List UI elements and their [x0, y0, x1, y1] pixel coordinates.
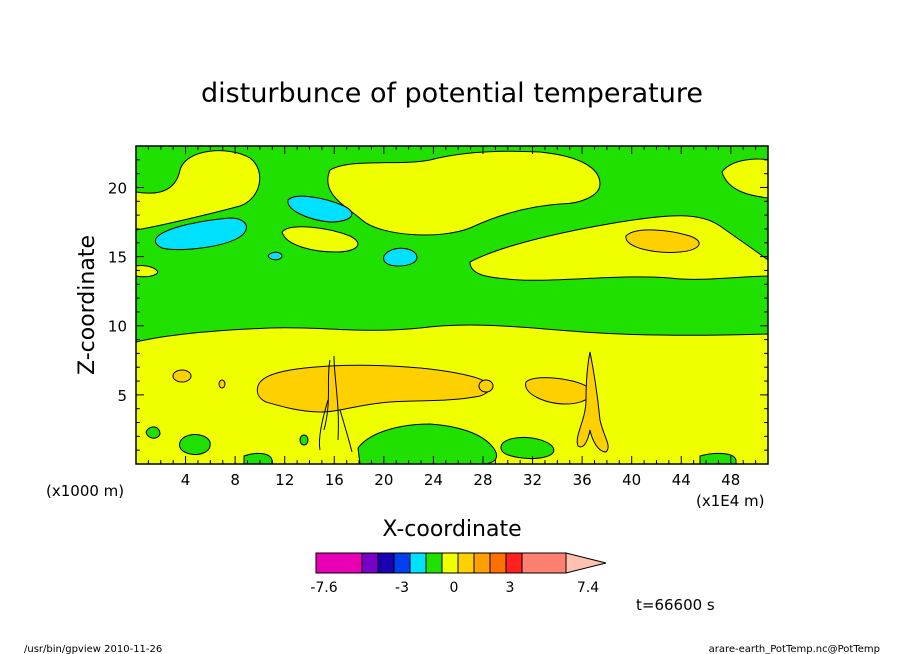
- contour-upper-right: [469, 215, 768, 281]
- colorbar-segment: [409, 552, 427, 574]
- contour-spot-1: [172, 369, 192, 383]
- x-tick-label: 40: [622, 471, 641, 489]
- y-tick-label: 10: [108, 318, 127, 336]
- contour-spot-4: [299, 434, 309, 446]
- colorbar-segment: [489, 552, 507, 574]
- contour-neg-4: [267, 251, 283, 261]
- contour-lower-orange: [256, 364, 491, 413]
- x-tick-label: 28: [473, 471, 492, 489]
- contour-neg-2: [287, 195, 353, 223]
- y-tick-labels: 5 10 15 20: [108, 179, 127, 404]
- colorbar-tick-label: -3: [395, 580, 409, 596]
- colorbar-segment: [377, 552, 395, 574]
- colorbar-segment: [521, 552, 567, 574]
- x-tick-label: 48: [721, 471, 740, 489]
- y-tick-label: 20: [108, 179, 127, 197]
- colorbar-end-arrow: [565, 552, 607, 574]
- plot-area: [135, 145, 769, 465]
- colorbar-segment: [393, 552, 411, 574]
- contour-lower-green-2: [179, 434, 211, 455]
- contour-plume-2: [576, 351, 609, 453]
- x-tick-label: 32: [523, 471, 542, 489]
- plot-frame: [135, 145, 769, 465]
- contour-small-left: [281, 226, 359, 253]
- colorbar-segment: [425, 552, 443, 574]
- contour-spot-3: [478, 379, 494, 393]
- x-tick-label: 20: [374, 471, 393, 489]
- contour-lower-green-1: [357, 423, 498, 464]
- x-tick-label: 16: [325, 471, 344, 489]
- colorbar-tick-label: 3: [506, 580, 515, 596]
- contour-neg-3: [383, 247, 418, 267]
- x-tick-label: 4: [181, 471, 191, 489]
- colorbar-tick-label: -7.6: [310, 580, 337, 596]
- contour-neg-1: [154, 217, 247, 251]
- colorbar-segment: [315, 552, 363, 574]
- footer-left: /usr/bin/gpview 2010-11-26: [24, 644, 162, 654]
- contour-upper-left: [136, 150, 261, 231]
- colorbar-labels: -7.6 -3 0 3 7.4: [310, 580, 599, 596]
- colorbar-tick-label: 0: [450, 580, 459, 596]
- contour-edge-left: [136, 265, 159, 278]
- colorbar-segment: [457, 552, 475, 574]
- y-tick-label: 5: [117, 387, 127, 405]
- x-tick-label: 24: [424, 471, 443, 489]
- contour-upper-mid: [327, 150, 601, 236]
- colorbar-segment: [361, 552, 379, 574]
- x-tick-label: 8: [230, 471, 240, 489]
- colorbar-segment: [441, 552, 459, 574]
- contour-plume-1: [319, 355, 353, 453]
- x-tick-labels: 4 8 12 16 20 24 28 32 36 40 44 48: [181, 471, 741, 489]
- x-unit-left: (x1000 m): [46, 482, 124, 500]
- y-tick-label: 15: [108, 249, 127, 267]
- footer-right: arare-earth_PotTemp.nc@PotTemp: [709, 644, 880, 654]
- contour-upper-corner: [721, 158, 768, 199]
- x-tick-label: 12: [275, 471, 294, 489]
- contour-lower-green-3: [500, 437, 555, 459]
- contour-lower-green-4: [145, 426, 161, 439]
- chart-title: disturbunce of potential temperature: [201, 78, 703, 109]
- y-axis-label: Z-coordinate: [75, 235, 100, 375]
- contour-spot-2: [218, 379, 226, 389]
- x-tick-label: 44: [672, 471, 691, 489]
- colorbar-segment: [473, 552, 491, 574]
- time-label: t=66600 s: [636, 596, 715, 614]
- x-unit-right: (x1E4 m): [696, 492, 765, 510]
- contour-lower-green-6: [243, 452, 273, 464]
- contour-upper-orange: [625, 229, 700, 253]
- colorbar-segment: [505, 552, 523, 574]
- x-tick-label: 36: [573, 471, 592, 489]
- x-axis-label: X-coordinate: [382, 517, 521, 542]
- colorbar-tick-label: 7.4: [577, 580, 599, 596]
- colorbar: [315, 552, 607, 574]
